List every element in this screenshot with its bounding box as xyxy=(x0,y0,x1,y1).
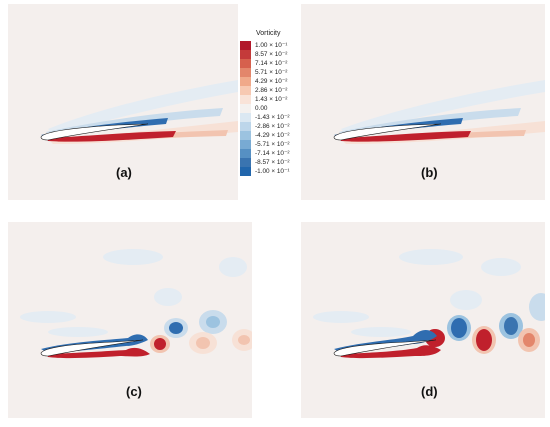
legend-label: 1.43 × 10⁻² xyxy=(255,96,288,103)
legend-entry: 5.71 × 10⁻² xyxy=(240,68,306,77)
legend-entry: 4.29 × 10⁻² xyxy=(240,77,306,86)
legend-label: -1.00 × 10⁻¹ xyxy=(255,168,290,175)
legend-entry: -7.14 × 10⁻² xyxy=(240,149,306,158)
panel-b: (b) xyxy=(301,4,545,200)
legend-swatch xyxy=(240,122,251,131)
panel-label-d: (d) xyxy=(421,384,438,399)
legend-swatch xyxy=(240,86,251,95)
legend-swatch xyxy=(240,59,251,68)
legend-swatch xyxy=(240,104,251,113)
vorticity-field-d xyxy=(301,222,545,418)
legend-entry: 7.14 × 10⁻² xyxy=(240,59,306,68)
panel-a: (a) xyxy=(8,4,238,200)
legend-entry: 1.43 × 10⁻² xyxy=(240,95,306,104)
vorticity-field-b xyxy=(301,4,545,200)
legend-swatch xyxy=(240,113,251,122)
legend-label: -8.57 × 10⁻² xyxy=(255,159,290,166)
legend-entry: 0.00 xyxy=(240,104,306,113)
legend-label: 1.00 × 10⁻¹ xyxy=(255,42,288,49)
legend-label: -4.29 × 10⁻² xyxy=(255,132,290,139)
legend-swatch xyxy=(240,131,251,140)
legend-label: -7.14 × 10⁻² xyxy=(255,150,290,157)
legend-swatch xyxy=(240,167,251,176)
legend-label: 0.00 xyxy=(255,105,268,112)
legend-swatch xyxy=(240,41,251,50)
legend-label: -1.43 × 10⁻² xyxy=(255,114,290,121)
legend-swatch xyxy=(240,68,251,77)
legend-swatch xyxy=(240,149,251,158)
legend-swatch xyxy=(240,158,251,167)
legend-swatch xyxy=(240,50,251,59)
legend-entry: -8.57 × 10⁻² xyxy=(240,158,306,167)
legend-entry: -1.00 × 10⁻¹ xyxy=(240,167,306,176)
legend-entry: -5.71 × 10⁻² xyxy=(240,140,306,149)
legend-swatch xyxy=(240,77,251,86)
legend-label: 5.71 × 10⁻² xyxy=(255,69,288,76)
legend-entry: -4.29 × 10⁻² xyxy=(240,131,306,140)
panel-c: (c) xyxy=(8,222,252,418)
legend-swatch xyxy=(240,140,251,149)
legend-title: Vorticity xyxy=(256,30,281,37)
legend-label: -2.86 × 10⁻² xyxy=(255,123,290,130)
panel-label-c: (c) xyxy=(126,384,142,399)
legend-swatch xyxy=(240,95,251,104)
legend-label: 2.86 × 10⁻² xyxy=(255,87,288,94)
legend-label: -5.71 × 10⁻² xyxy=(255,141,290,148)
vorticity-field-a xyxy=(8,4,238,200)
panel-d: (d) xyxy=(301,222,545,418)
legend-label: 8.57 × 10⁻² xyxy=(255,51,288,58)
legend-entry: 2.86 × 10⁻² xyxy=(240,86,306,95)
vorticity-field-c xyxy=(8,222,252,418)
legend-entry: -1.43 × 10⁻² xyxy=(240,113,306,122)
legend-entry: 1.00 × 10⁻¹ xyxy=(240,41,306,50)
panel-label-b: (b) xyxy=(421,165,438,180)
legend-entry: -2.86 × 10⁻² xyxy=(240,122,306,131)
legend-label: 7.14 × 10⁻² xyxy=(255,60,288,67)
legend-entry: 8.57 × 10⁻² xyxy=(240,50,306,59)
legend-label: 4.29 × 10⁻² xyxy=(255,78,288,85)
panel-label-a: (a) xyxy=(116,165,132,180)
